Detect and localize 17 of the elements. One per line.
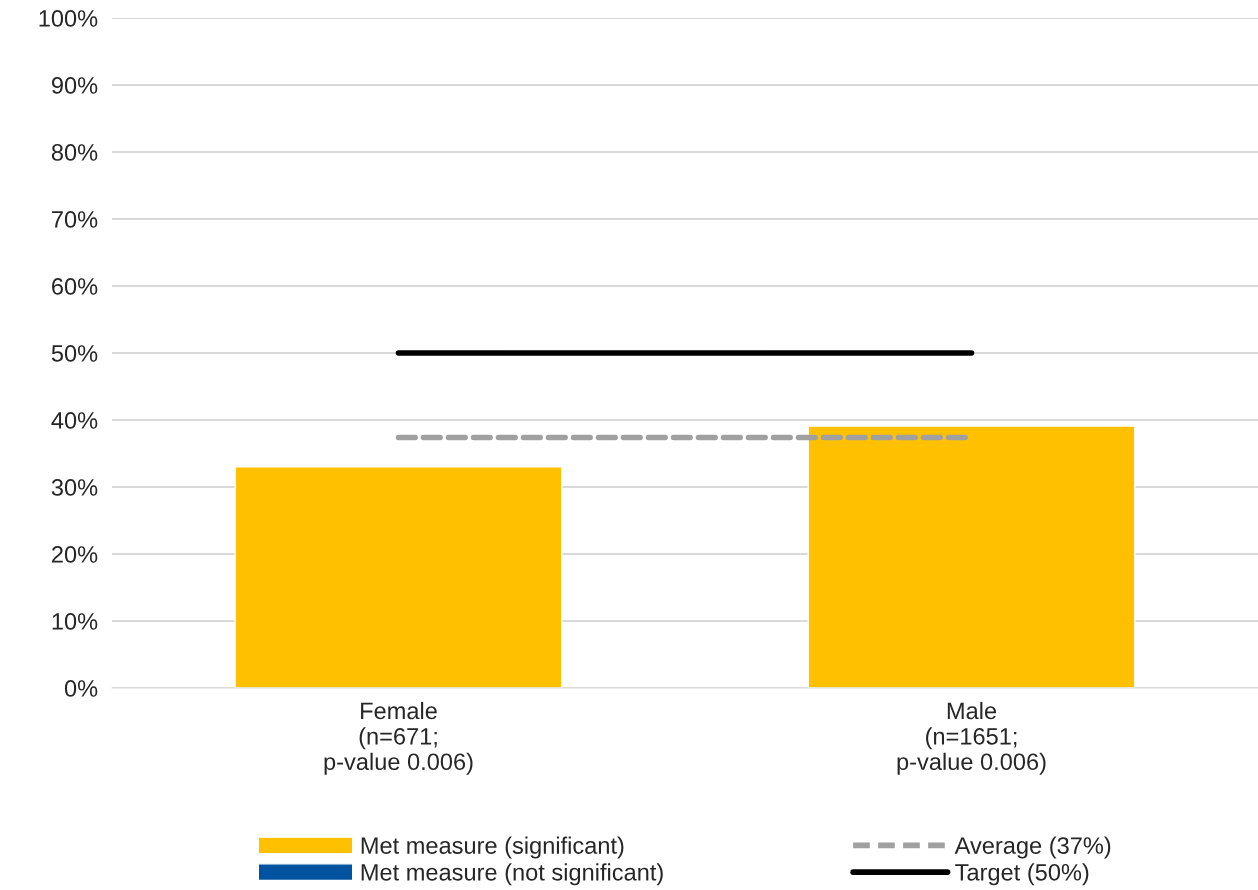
y-tick-label: 80% [51,144,98,161]
x-tick-label: Male (n=1651; p-value 0.006) [897,701,1046,775]
y-tick-label: 100% [39,10,98,27]
y-tick-label: 50% [51,345,98,362]
x-tick-label: Female (n=671; p-value 0.006) [324,701,473,775]
y-tick-label: 60% [52,278,98,295]
legend-label: Average (37%) [954,836,1111,859]
legend-label: Target (50%) [955,863,1089,886]
y-tick-label: 90% [51,77,98,94]
y-tick-label: 30% [51,479,98,496]
legend-label: Met measure (significant) [361,836,624,859]
y-tick-label: 40% [51,412,98,429]
y-tick-label: 70% [52,211,98,228]
y-tick-label: 20% [52,546,98,563]
y-tick-label: 0% [64,680,98,697]
legend-label: Met measure (not significant) [361,863,663,886]
y-tick-label: 10% [52,613,98,630]
